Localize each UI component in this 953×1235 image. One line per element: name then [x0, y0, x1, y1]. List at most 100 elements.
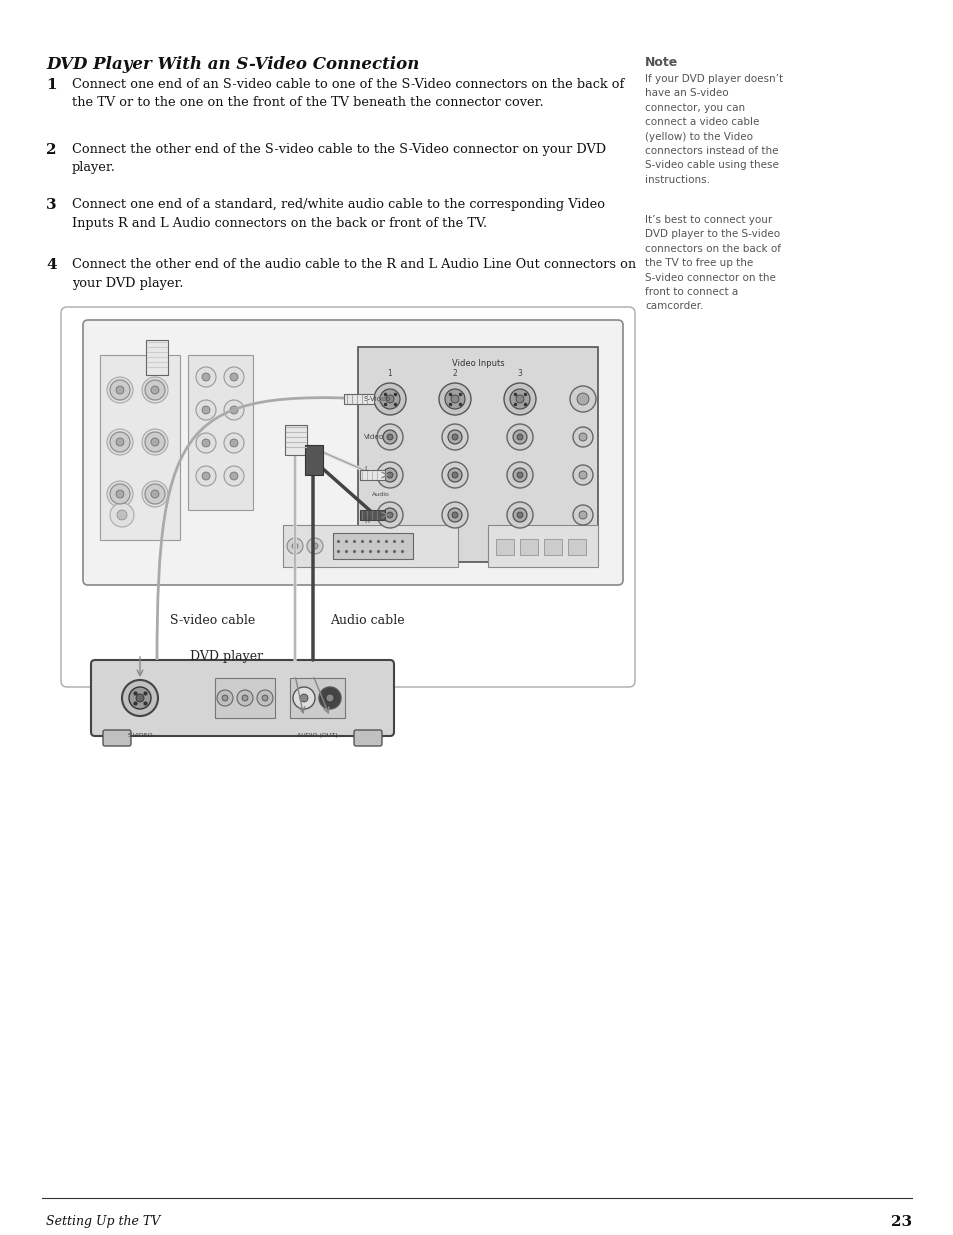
Circle shape — [136, 694, 144, 701]
Circle shape — [230, 406, 237, 414]
Circle shape — [382, 508, 396, 522]
Circle shape — [569, 387, 596, 412]
Circle shape — [236, 690, 253, 706]
Circle shape — [386, 395, 394, 403]
Circle shape — [318, 687, 340, 709]
Text: 3: 3 — [46, 198, 56, 212]
Text: AUDIO (OUT): AUDIO (OUT) — [297, 734, 337, 739]
FancyBboxPatch shape — [61, 308, 635, 687]
Circle shape — [513, 468, 526, 482]
Circle shape — [441, 424, 468, 450]
Text: 2: 2 — [452, 369, 456, 378]
Circle shape — [387, 472, 393, 478]
Text: Connect one end of a standard, red/white audio cable to the corresponding Video
: Connect one end of a standard, red/white… — [71, 198, 604, 230]
Circle shape — [224, 466, 244, 487]
FancyBboxPatch shape — [83, 320, 622, 585]
Text: 4: 4 — [46, 258, 56, 272]
Bar — [519, 538, 537, 555]
Circle shape — [142, 429, 168, 454]
Circle shape — [230, 438, 237, 447]
Text: It’s best to connect your
DVD player to the S-video
connectors on the back of
th: It’s best to connect your DVD player to … — [644, 215, 781, 311]
Text: 1: 1 — [46, 78, 56, 91]
Bar — [567, 538, 585, 555]
Text: Connect the other end of the S-video cable to the S-Video connector on your DVD
: Connect the other end of the S-video cab… — [71, 143, 605, 174]
Bar — [344, 394, 374, 404]
Bar — [359, 510, 385, 520]
Circle shape — [452, 513, 457, 517]
Circle shape — [222, 695, 228, 701]
Text: Video: Video — [364, 433, 384, 440]
Circle shape — [382, 430, 396, 445]
Circle shape — [202, 373, 210, 382]
Circle shape — [299, 694, 308, 701]
Circle shape — [441, 501, 468, 529]
FancyBboxPatch shape — [354, 730, 381, 746]
Circle shape — [387, 513, 393, 517]
Circle shape — [117, 510, 127, 520]
Circle shape — [224, 367, 244, 387]
Bar — [214, 678, 274, 718]
Circle shape — [151, 387, 159, 394]
FancyBboxPatch shape — [103, 730, 131, 746]
Circle shape — [142, 377, 168, 403]
Circle shape — [129, 687, 151, 709]
Circle shape — [578, 511, 586, 519]
Text: S-VIDEO: S-VIDEO — [127, 734, 152, 739]
Circle shape — [107, 377, 132, 403]
Circle shape — [151, 490, 159, 498]
Circle shape — [578, 471, 586, 479]
Circle shape — [452, 433, 457, 440]
Circle shape — [110, 484, 130, 504]
Circle shape — [578, 433, 586, 441]
Circle shape — [387, 433, 393, 440]
Circle shape — [506, 424, 533, 450]
FancyBboxPatch shape — [91, 659, 394, 736]
Circle shape — [451, 395, 458, 403]
Text: 3: 3 — [517, 369, 522, 378]
Circle shape — [145, 380, 165, 400]
Circle shape — [326, 694, 334, 701]
Circle shape — [374, 383, 406, 415]
Bar — [283, 525, 457, 567]
Circle shape — [513, 508, 526, 522]
Text: 23: 23 — [890, 1215, 911, 1229]
Circle shape — [145, 432, 165, 452]
Circle shape — [376, 424, 402, 450]
Bar — [333, 534, 413, 559]
Circle shape — [230, 472, 237, 480]
Text: R: R — [364, 517, 369, 524]
Circle shape — [506, 501, 533, 529]
Circle shape — [307, 538, 323, 555]
Text: Note: Note — [644, 56, 678, 69]
Bar — [496, 538, 514, 555]
Circle shape — [517, 433, 522, 440]
Circle shape — [444, 389, 464, 409]
Bar — [285, 425, 307, 454]
Circle shape — [379, 389, 399, 409]
Circle shape — [573, 427, 593, 447]
Circle shape — [216, 690, 233, 706]
Circle shape — [256, 690, 273, 706]
Circle shape — [573, 505, 593, 525]
Circle shape — [448, 430, 461, 445]
Circle shape — [292, 543, 297, 550]
Circle shape — [151, 438, 159, 446]
Circle shape — [110, 380, 130, 400]
Circle shape — [145, 484, 165, 504]
Bar — [357, 347, 598, 562]
Text: S-video cable: S-video cable — [170, 614, 255, 627]
Circle shape — [242, 695, 248, 701]
Bar — [305, 445, 323, 475]
Circle shape — [195, 400, 215, 420]
Bar — [290, 678, 345, 718]
Text: DVD Player With an S-Video Connection: DVD Player With an S-Video Connection — [46, 56, 419, 73]
Circle shape — [452, 472, 457, 478]
Circle shape — [448, 468, 461, 482]
Circle shape — [376, 462, 402, 488]
Bar — [100, 354, 180, 540]
Bar — [188, 354, 253, 510]
Circle shape — [195, 367, 215, 387]
Circle shape — [577, 393, 588, 405]
Circle shape — [441, 462, 468, 488]
Circle shape — [202, 472, 210, 480]
